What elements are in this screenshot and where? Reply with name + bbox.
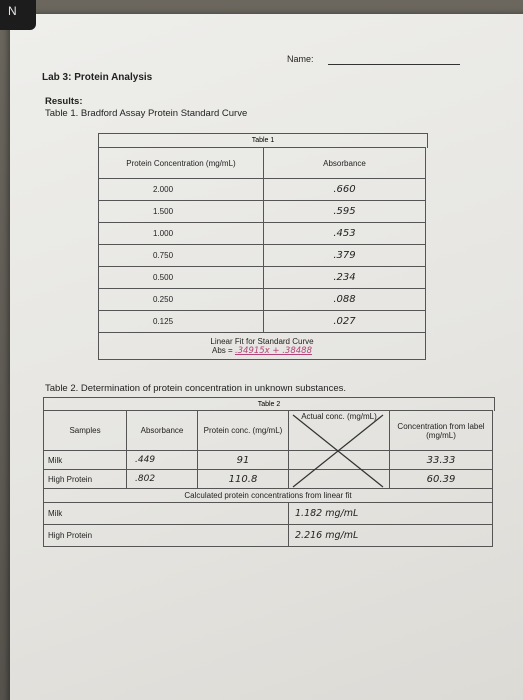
table1-heading: Table 1. Bradford Assay Protein Standard…	[45, 108, 248, 119]
table2-heading: Table 2. Determination of protein concen…	[45, 383, 347, 394]
table-row: 0.250.088	[98, 288, 426, 311]
table-row: High Protein .802 110.8 60.39	[43, 469, 493, 489]
unknown-concentration-table: Table 2 Samples Absorbance Protein conc.…	[43, 397, 495, 547]
table-row: 0.500.234	[98, 266, 426, 289]
label-conc-header: Concentration from label (mg/mL)	[389, 410, 493, 451]
absorbance-col-header: Absorbance	[126, 410, 198, 451]
name-label: Name:	[287, 54, 314, 64]
crossed-out-mark	[292, 414, 384, 488]
results-label: Results:	[45, 96, 83, 107]
table-row: 0.125.027	[98, 310, 426, 333]
samples-header: Samples	[43, 410, 127, 451]
linear-fit-cell: Linear Fit for Standard Curve Abs = .349…	[98, 332, 426, 360]
fit-equation: .34915x + .38488	[234, 345, 312, 356]
table-row: Milk 1.182 mg/mL	[43, 502, 493, 525]
table1-caption: Table 1	[98, 133, 428, 148]
table2-caption: Table 2	[43, 397, 495, 411]
linear-fit-label: Linear Fit for Standard Curve	[210, 336, 314, 346]
table-row: High Protein 2.216 mg/mL	[43, 524, 493, 547]
table-row: Milk .449 91 33.33	[43, 450, 493, 470]
table-row: 1.000.453	[98, 222, 426, 245]
corner-letter: N	[8, 4, 17, 18]
name-line	[328, 64, 460, 65]
conc-header: Protein Concentration (mg/mL)	[98, 147, 264, 179]
corner-label-box: N	[0, 0, 36, 30]
table-row: 0.750.379	[98, 244, 426, 267]
table-row: 2.000.660	[98, 178, 426, 201]
standard-curve-table: Table 1 Protein Concentration (mg/mL) Ab…	[98, 133, 428, 360]
worksheet-page: Name: Lab 3: Protein Analysis Results: T…	[10, 14, 523, 700]
actual-conc-header: Actual conc. (mg/mL)	[288, 410, 390, 488]
calculated-label: Calculated protein concentrations from l…	[43, 488, 493, 503]
protein-conc-header: Protein conc. (mg/mL)	[197, 410, 289, 451]
lab-title: Lab 3: Protein Analysis	[42, 72, 153, 83]
abs-equals-label: Abs =	[212, 345, 233, 355]
table-row: 1.500.595	[98, 200, 426, 223]
absorbance-header: Absorbance	[263, 147, 426, 179]
